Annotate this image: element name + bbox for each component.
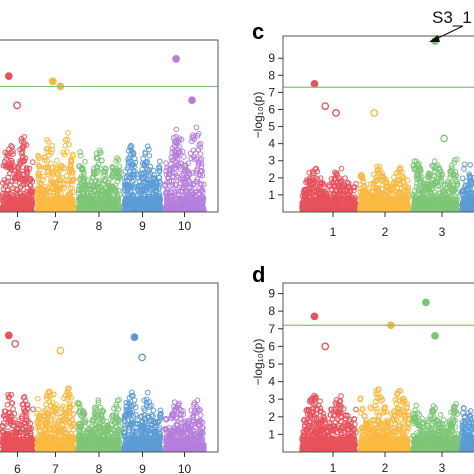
y-tick-label: 3: [268, 154, 275, 168]
plot-frame: [282, 35, 474, 213]
annotation-arrow: [429, 25, 464, 42]
panel-d-plot: 1 2 3 1 2 3 4 5 6 7 8 9: [268, 282, 474, 474]
y-tick-label: 9: [268, 51, 275, 65]
y-tick-label: 1: [268, 427, 275, 441]
chromosome-extra-points: [459, 161, 474, 212]
highlight-point: [48, 77, 57, 86]
chromosome-6-points: [0, 133, 36, 212]
points-layer: [299, 298, 474, 452]
x-tick-label: 6: [14, 219, 21, 233]
highlight-point: [11, 339, 20, 348]
chromosome-2-points: [357, 386, 412, 452]
highlight-point: [310, 79, 319, 88]
panel-c-plot: 1 2 3 1 2 3 4 5 6 7 8 9: [268, 35, 474, 239]
y-tick-label: 3: [268, 392, 275, 406]
snp-annotation-label: S3_1: [432, 8, 472, 27]
panel-letter-d: d: [252, 262, 265, 287]
highlight-point: [130, 333, 139, 341]
chromosome-10-points: [162, 124, 207, 212]
x-tick-label: 7: [52, 219, 59, 233]
y-tick-label: 1: [268, 188, 275, 202]
chromosome-3-points: [410, 401, 461, 452]
highlight-point: [138, 353, 146, 362]
x-tick-label: 10: [178, 462, 192, 474]
chromosome-3-points: [410, 156, 461, 212]
y-tick-label: 8: [268, 304, 275, 318]
y-tick-label: 4: [268, 137, 275, 151]
highlight-point: [440, 134, 448, 143]
x-tick-label: 2: [382, 461, 389, 474]
panel-bottom-left-plot: 6 7 8 9 10: [0, 282, 219, 474]
chromosome-10-points: [162, 397, 207, 452]
chromosome-7-points: [34, 130, 77, 212]
y-tick-label: 7: [268, 322, 275, 336]
highlight-point: [431, 331, 439, 340]
highlight-point: [321, 102, 330, 110]
chromosome-8-points: [75, 147, 123, 212]
y-tick-label: 9: [268, 287, 275, 301]
x-tick-label: 3: [439, 461, 446, 474]
x-tick-label: 8: [96, 219, 103, 233]
chromosome-7-points: [34, 385, 77, 452]
y-tick-label: 7: [268, 85, 275, 99]
x-tick-label: 9: [139, 219, 146, 233]
chromosome-8-points: [75, 396, 123, 452]
y-tick-label: 5: [268, 357, 275, 371]
chromosome-9-points: [121, 389, 164, 452]
highlight-point: [310, 312, 319, 321]
plot-frame: [0, 39, 219, 213]
highlight-point: [172, 55, 180, 63]
panel-letter-c: c: [252, 19, 264, 44]
plot-frame: [282, 282, 474, 453]
y-tick-label: 4: [268, 375, 275, 389]
x-tick-label: 2: [382, 225, 389, 239]
y-tick-label: 8: [268, 68, 275, 82]
x-tick-label: 1: [330, 461, 337, 474]
points-layer: [0, 331, 207, 452]
chromosome-1-points: [299, 392, 359, 452]
x-tick-label: 1: [330, 225, 337, 239]
chromosome-2-points: [357, 163, 412, 212]
y-tick-label: 2: [268, 171, 275, 185]
highlight-point: [4, 72, 13, 80]
x-tick-label: 3: [439, 225, 446, 239]
plot-frame: [0, 282, 219, 453]
points-layer: [0, 55, 207, 212]
y-axis-label-c: −log₁₀(p): [251, 92, 265, 139]
highlight-point: [13, 101, 21, 110]
chromosome-6-points: [0, 391, 36, 452]
highlight-point: [4, 331, 13, 340]
points-layer: [299, 37, 474, 212]
x-tick-label: 7: [52, 462, 59, 474]
y-axis-label-d: −log₁₀(p): [251, 339, 265, 386]
x-tick-label: 9: [139, 462, 146, 474]
highlight-point: [422, 298, 430, 307]
x-tick-label: 6: [14, 462, 21, 474]
highlight-point: [56, 346, 65, 355]
x-tick-label: 8: [96, 462, 103, 474]
panel-top-left-plot: 6 7 8 9 10: [0, 39, 219, 233]
chromosome-1-points: [299, 165, 359, 212]
y-tick-label: 6: [268, 339, 275, 353]
chromosome-9-points: [121, 142, 164, 212]
x-tick-label: 10: [178, 219, 192, 233]
y-tick-label: 6: [268, 102, 275, 116]
highlight-point: [370, 109, 379, 117]
highlight-point: [321, 342, 330, 351]
chromosome-extra-points: [459, 405, 474, 452]
highlight-point: [332, 109, 340, 117]
y-tick-label: 2: [268, 410, 275, 424]
highlight-point: [188, 96, 196, 105]
y-tick-label: 5: [268, 120, 275, 134]
